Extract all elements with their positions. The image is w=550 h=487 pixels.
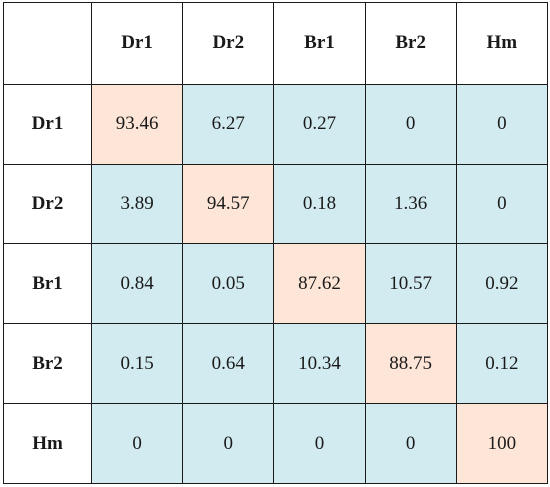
matrix-row-br1: Br1 0.84 0.05 87.62 10.57 0.92 — [3, 243, 548, 325]
matrix-cell-br1-dr1: 0.84 — [90, 243, 184, 325]
matrix-cell-dr2-br1: 0.18 — [273, 163, 366, 245]
matrix-cell-br1-hm: 0.92 — [455, 243, 548, 325]
matrix-cell-dr1-hm: 0 — [455, 83, 548, 165]
matrix-cell-br2-dr2: 0.64 — [182, 323, 275, 405]
matrix-cell-dr1-dr1: 93.46 — [90, 83, 184, 165]
matrix-cell-br1-br2: 10.57 — [364, 243, 457, 325]
matrix-cell-dr2-hm: 0 — [455, 163, 548, 245]
column-header-dr2: Dr2 — [182, 2, 275, 85]
column-header-hm: Hm — [455, 2, 548, 85]
matrix-row-br2: Br2 0.15 0.64 10.34 88.75 0.12 — [3, 323, 548, 405]
column-header-br2: Br2 — [364, 2, 457, 85]
matrix-row-dr2: Dr2 3.89 94.57 0.18 1.36 0 — [3, 163, 548, 245]
matrix-cell-br2-hm: 0.12 — [455, 323, 548, 405]
matrix-cell-br1-br1: 87.62 — [273, 243, 366, 325]
row-header-dr2: Dr2 — [3, 163, 92, 245]
row-header-dr1: Dr1 — [3, 83, 92, 165]
matrix-cell-hm-dr1: 0 — [90, 403, 184, 484]
row-header-hm: Hm — [3, 403, 92, 484]
matrix-cell-br2-br2: 88.75 — [364, 323, 457, 405]
matrix-cell-dr2-br2: 1.36 — [364, 163, 457, 245]
matrix-cell-br2-dr1: 0.15 — [90, 323, 184, 405]
matrix-row-dr1: Dr1 93.46 6.27 0.27 0 0 — [3, 83, 548, 165]
row-header-br2: Br2 — [3, 323, 92, 405]
matrix-cell-br1-dr2: 0.05 — [182, 243, 275, 325]
matrix-cell-dr2-dr1: 3.89 — [90, 163, 184, 245]
column-header-dr1: Dr1 — [90, 2, 184, 85]
confusion-matrix: Dr1 Dr2 Br1 Br2 Hm Dr1 93.46 6.27 0.27 0 0 Dr2 3.89 9… — [3, 2, 548, 484]
row-header-br1: Br1 — [3, 243, 92, 325]
matrix-cell-hm-hm: 100 — [455, 403, 548, 484]
matrix-cell-br2-br1: 10.34 — [273, 323, 366, 405]
matrix-cell-hm-br2: 0 — [364, 403, 457, 484]
matrix-cell-dr1-br2: 0 — [364, 83, 457, 165]
header-row: Dr1 Dr2 Br1 Br2 Hm — [3, 2, 548, 85]
matrix-row-hm: Hm 0 0 0 0 100 — [3, 403, 548, 484]
corner-cell — [3, 2, 92, 85]
column-header-br1: Br1 — [273, 2, 366, 85]
matrix-cell-dr2-dr2: 94.57 — [182, 163, 275, 245]
matrix-cell-dr1-br1: 0.27 — [273, 83, 366, 165]
matrix-cell-hm-br1: 0 — [273, 403, 366, 484]
matrix-cell-dr1-dr2: 6.27 — [182, 83, 275, 165]
matrix-cell-hm-dr2: 0 — [182, 403, 275, 484]
